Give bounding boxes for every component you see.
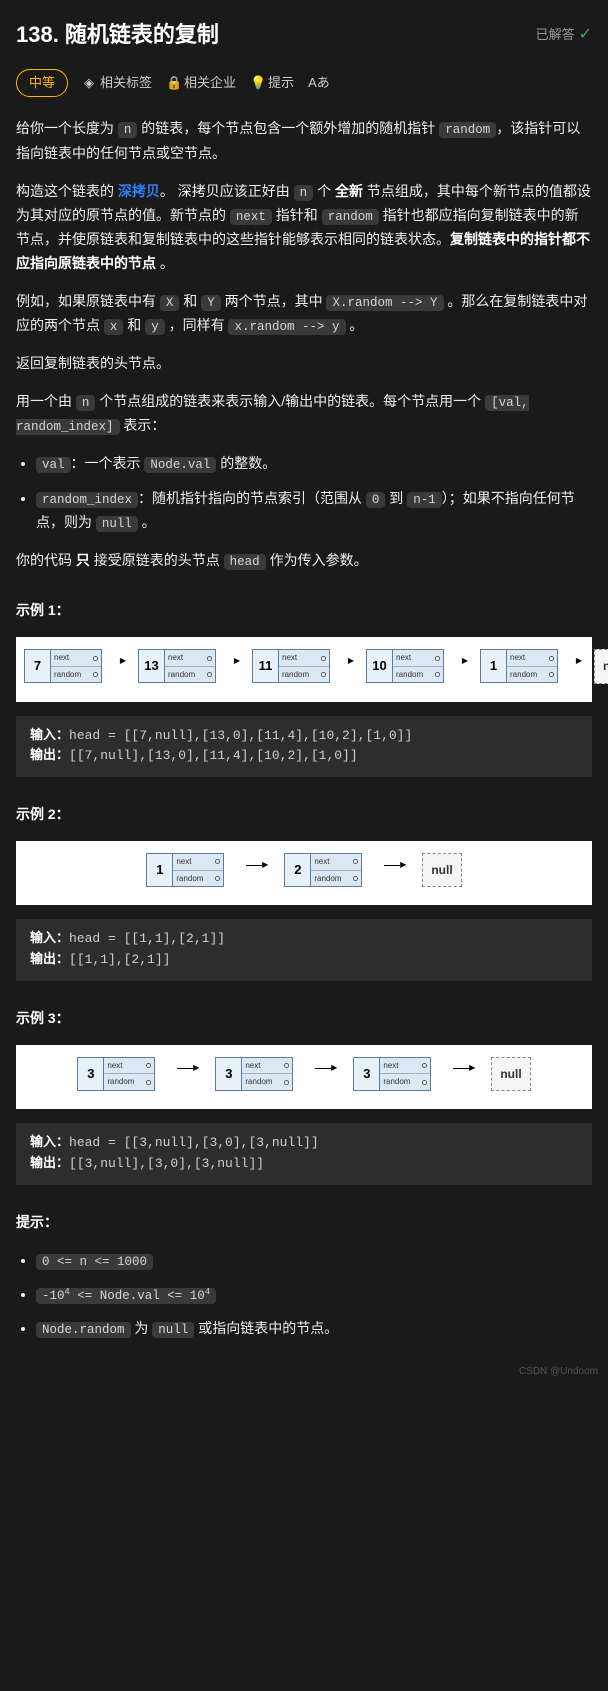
difficulty-badge[interactable]: 中等 [16,69,68,97]
meta-row: 中等 ◈ 相关标签 🔒 相关企业 💡 提示 Aあ [16,69,592,97]
problem-title: 138. 随机链表的复制 [16,16,219,53]
code-n: n [118,122,138,138]
linked-list-node: 1nextrandom [146,853,224,887]
hint-label: 提示 [268,72,294,94]
tag-icon: ◈ [82,72,96,94]
example-2-diagram: 1nextrandom 2nextrandom null [16,841,592,905]
example-1-io: 输入：head = [[7,null],[13,0],[11,4],[10,2]… [16,716,592,778]
constraints-title: 提示： [16,1211,592,1235]
null-node: null [491,1057,530,1091]
example-2-io: 输入：head = [[1,1],[2,1]] 输出：[[1,1],[2,1]] [16,919,592,981]
linked-list-node: 3nextrandom [77,1057,155,1091]
example-2-title: 示例 2： [16,803,592,827]
bulb-icon: 💡 [250,72,264,94]
arrow-icon [384,865,400,866]
desc-list: val：一个表示 Node.val 的整数。 random_index：随机指针… [16,452,592,535]
list-item: Node.random 为 null 或指向链表中的节点。 [36,1317,592,1341]
translate-icon[interactable]: Aあ [308,72,330,94]
constraints-list: 0 <= n <= 1000 -104 <= Node.val <= 104 N… [16,1249,592,1342]
list-item: val：一个表示 Node.val 的整数。 [36,452,592,476]
lock-icon: 🔒 [166,72,180,94]
arrow-icon [453,1068,469,1069]
list-item: 0 <= n <= 1000 [36,1249,592,1273]
null-node: null [594,649,608,683]
problem-description: 给你一个长度为 n 的链表，每个节点包含一个额外增加的随机指针 random，该… [16,117,592,1341]
arrow-icon [177,1068,193,1069]
example-3-title: 示例 3： [16,1007,592,1031]
problem-container: 138. 随机链表的复制 已解答 ✓ 中等 ◈ 相关标签 🔒 相关企业 💡 提示… [0,0,608,1363]
header-row: 138. 随机链表的复制 已解答 ✓ [16,16,592,53]
companies-label: 相关企业 [184,72,236,94]
solved-indicator: 已解答 ✓ [536,21,592,48]
desc-para-2: 构造这个链表的 深拷贝。 深拷贝应该正好由 n 个 全新 节点组成，其中每个新节… [16,180,592,276]
code-random: random [439,122,496,138]
list-item: random_index：随机指针指向的节点索引（范围从 0 到 n-1）；如果… [36,487,592,536]
tags-label: 相关标签 [100,72,152,94]
null-node: null [422,853,461,887]
linked-list-node: 7nextrandom [24,649,102,683]
desc-para-6: 你的代码 只 接受原链表的头节点 head 作为传入参数。 [16,549,592,573]
list-item: -104 <= Node.val <= 104 [36,1283,592,1307]
linked-list-node: 1nextrandom [480,649,558,683]
hint-button[interactable]: 💡 提示 [250,72,294,94]
example-1-diagram: 7nextrandom 13nextrandom 11nextrandom 10nex… [16,637,592,701]
example-3-io: 输入：head = [[3,null],[3,0],[3,null]] 输出：[… [16,1123,592,1185]
example-3-diagram: 3nextrandom 3nextrandom 3nextrandom null [16,1045,592,1109]
desc-para-3: 例如，如果原链表中有 X 和 Y 两个节点，其中 X.random --> Y … [16,290,592,339]
desc-para-4: 返回复制链表的头节点。 [16,352,592,376]
desc-para-5: 用一个由 n 个节点组成的链表来表示输入/输出中的链表。每个节点用一个 [val… [16,390,592,439]
example-1-title: 示例 1： [16,599,592,623]
linked-list-node: 3nextrandom [215,1057,293,1091]
arrow-icon [315,1068,331,1069]
arrow-icon [246,865,262,866]
desc-para-1: 给你一个长度为 n 的链表，每个节点包含一个额外增加的随机指针 random，该… [16,117,592,165]
linked-list-node: 10nextrandom [366,649,444,683]
tags-button[interactable]: ◈ 相关标签 [82,72,152,94]
linked-list-node: 2nextrandom [284,853,362,887]
linked-list-node: 3nextrandom [353,1057,431,1091]
check-icon: ✓ [579,21,592,48]
companies-button[interactable]: 🔒 相关企业 [166,72,236,94]
watermark: CSDN @Undoom [0,1363,608,1380]
linked-list-node: 13nextrandom [138,649,216,683]
deep-copy-link[interactable]: 深拷贝 [118,183,160,199]
linked-list-node: 11nextrandom [252,649,330,683]
solved-label: 已解答 [536,24,575,46]
